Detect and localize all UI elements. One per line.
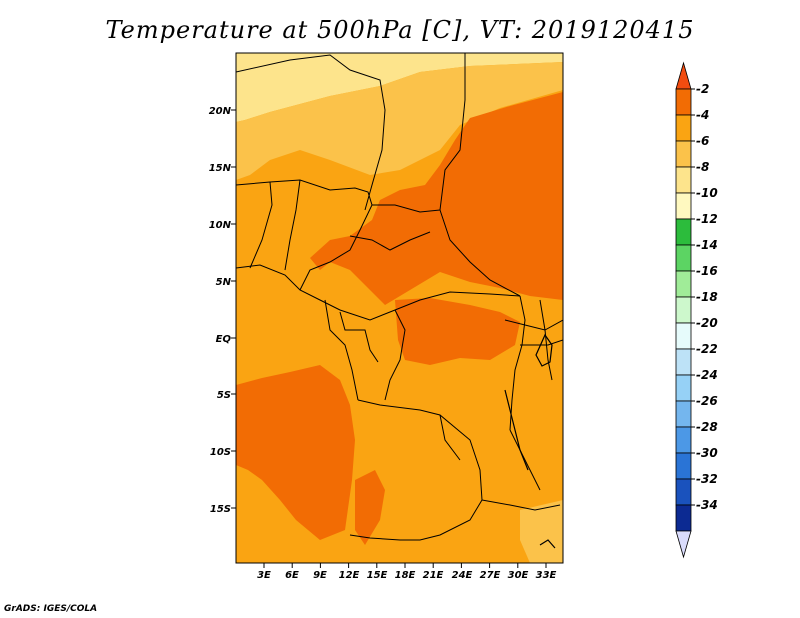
colorbar-swatch xyxy=(675,452,692,480)
colorbar-label: -14 xyxy=(696,238,718,252)
map-panel xyxy=(236,53,563,563)
colorbar-swatch xyxy=(675,478,692,506)
light-region-southeast xyxy=(520,500,563,563)
lat-label: 10N xyxy=(209,220,232,231)
longitude-labels: 3E 6E 9E 12E 15E 18E 21E 24E 27E 30E 33E xyxy=(257,570,556,581)
colorbar-label: -30 xyxy=(696,446,718,460)
colorbar-swatch xyxy=(675,140,692,168)
colorbar-label: -26 xyxy=(696,394,718,408)
colorbar-labels: -2 -4 -6 -8 -10 -12 -14 -16 -18 -20 -22 … xyxy=(696,82,718,512)
lon-label: 15E xyxy=(367,570,388,581)
lake-outlines xyxy=(504,333,556,549)
colorbar-label: -22 xyxy=(696,342,718,356)
country-borders xyxy=(236,53,563,541)
colorbar-swatch xyxy=(675,114,692,142)
warm-region-south xyxy=(355,470,385,545)
colorbar-swatch xyxy=(675,322,692,350)
colorbar-swatch xyxy=(675,244,692,272)
latitude-labels: 20N 15N 10N 5N EQ 5S 10S 15S xyxy=(209,106,232,515)
lon-label: 12E xyxy=(339,570,360,581)
map-frame xyxy=(235,52,564,564)
colorbar-label: -24 xyxy=(696,368,718,382)
light-region-north xyxy=(236,62,563,180)
warm-region-central xyxy=(395,298,520,365)
lat-label: 20N xyxy=(209,106,232,117)
lat-label: EQ xyxy=(216,334,232,345)
colorbar-label: -2 xyxy=(696,82,709,96)
pale-region-north xyxy=(236,53,563,122)
colorbar-swatch xyxy=(675,88,692,116)
colorbar-swatch xyxy=(675,374,692,402)
warm-region-northeast xyxy=(310,92,563,305)
lat-label: 5S xyxy=(217,390,231,401)
colorbar-label: -34 xyxy=(696,498,718,512)
lon-label: 21E xyxy=(423,570,444,581)
lat-label: 15N xyxy=(209,163,232,174)
colorbar-swatch xyxy=(675,270,692,298)
lon-label: 6E xyxy=(285,570,299,581)
lon-label: 3E xyxy=(257,570,271,581)
colorbar-label: -16 xyxy=(696,264,718,278)
lat-label: 5N xyxy=(216,277,232,288)
colorbar-label: -20 xyxy=(696,316,718,330)
colorbar-label: -18 xyxy=(696,290,718,304)
colorbar-label: -10 xyxy=(696,186,718,200)
lat-label: 15S xyxy=(210,504,231,515)
lon-label: 27E xyxy=(480,570,501,581)
colorbar-top-cap xyxy=(675,61,692,90)
colorbar-swatch xyxy=(675,426,692,454)
colorbar-bottom-cap xyxy=(675,530,692,559)
colorbar-swatch xyxy=(675,296,692,324)
lon-label: 33E xyxy=(536,570,557,581)
colorbar-label: -32 xyxy=(696,472,718,486)
longitude-axis xyxy=(263,563,547,568)
lon-label: 24E xyxy=(452,570,473,581)
colorbar-label: -12 xyxy=(696,212,718,226)
colorbar-swatch xyxy=(675,218,692,246)
latitude-axis xyxy=(231,109,236,509)
colorbar-label: -8 xyxy=(696,160,709,174)
colorbar-swatch xyxy=(675,192,692,220)
map-title: Temperature at 500hPa [C], VT: 201912041… xyxy=(105,16,695,44)
colorbar-swatch xyxy=(675,348,692,376)
lon-label: 30E xyxy=(508,570,529,581)
credit-text: GrADS: IGES/COLA xyxy=(4,604,98,614)
lon-label: 18E xyxy=(395,570,416,581)
colorbar-swatch xyxy=(675,400,692,428)
colorbar-label: -4 xyxy=(696,108,709,122)
colorbar-swatch xyxy=(675,504,692,532)
colorbar-label: -6 xyxy=(696,134,709,148)
lat-label: 10S xyxy=(210,447,231,458)
warm-region-southwest xyxy=(236,365,355,540)
colorbar-label: -28 xyxy=(696,420,718,434)
lon-label: 9E xyxy=(313,570,327,581)
colorbar-swatch xyxy=(675,166,692,194)
colorbar xyxy=(675,61,695,559)
